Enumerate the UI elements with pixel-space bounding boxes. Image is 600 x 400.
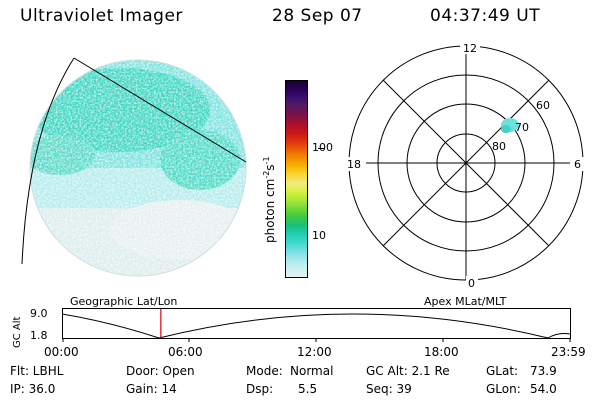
uv-image-panel bbox=[21, 57, 247, 277]
x-tick-1200: 12:00 bbox=[297, 345, 332, 359]
ip-info: IP: 36.0 bbox=[10, 382, 56, 396]
app-title: Ultraviolet Imager bbox=[20, 6, 183, 26]
unit-mid: s bbox=[263, 164, 277, 171]
glon-label: GLon: bbox=[486, 382, 521, 396]
unit-text: photon cm bbox=[263, 178, 277, 243]
mlt-label-12: 12 bbox=[463, 42, 477, 55]
dsp-label: Dsp: bbox=[246, 382, 274, 396]
meridian-diag-2 bbox=[382, 79, 550, 247]
altitude-curve bbox=[62, 313, 571, 339]
gc-alt-info: GC Alt: 2.1 Re bbox=[366, 364, 450, 378]
door-info: Door: Open bbox=[126, 364, 195, 378]
terminator-line bbox=[73, 57, 247, 163]
mlt-label-18: 18 bbox=[347, 158, 361, 171]
polar-mlt-plot: 12 18 6 0 60 70 80 bbox=[344, 40, 584, 290]
glat-value: 73.9 bbox=[530, 364, 557, 378]
dsp-value: 5.5 bbox=[298, 382, 318, 396]
mode-value: Normal bbox=[290, 364, 334, 378]
limb-line bbox=[21, 57, 75, 265]
mlt-label-0: 0 bbox=[468, 277, 475, 290]
lat-label-70: 70 bbox=[515, 121, 529, 134]
filter-info: Flt: LBHL bbox=[10, 364, 64, 378]
auroral-spot-core bbox=[501, 125, 511, 133]
unit-exp-1: -2 bbox=[262, 170, 271, 179]
lat-label-80: 80 bbox=[492, 140, 506, 153]
y-tick-9: 9.0 bbox=[30, 307, 48, 320]
apex-label: Apex MLat/MLT bbox=[424, 295, 507, 308]
gc-alt-axis-label: GC Alt bbox=[12, 316, 23, 348]
colorbar-tick-mark bbox=[318, 148, 324, 149]
seq-info: Seq: 39 bbox=[366, 382, 412, 396]
mlt-label-6: 6 bbox=[574, 158, 581, 171]
earth-disk-edge bbox=[29, 59, 247, 277]
x-tick-2359: 23:59 bbox=[551, 345, 586, 359]
x-tick-0000: 00:00 bbox=[44, 345, 79, 359]
colorbar-tick-100: 100 bbox=[312, 141, 333, 154]
unit-exp-2: -1 bbox=[262, 156, 271, 165]
glon-value: 54.0 bbox=[530, 382, 557, 396]
x-tick-0600: 06:00 bbox=[168, 345, 203, 359]
orbit-timeline bbox=[62, 308, 571, 342]
lat-label-60: 60 bbox=[536, 99, 550, 112]
time-label: 04:37:49 UT bbox=[430, 6, 541, 26]
colorbar-unit-label: photon cm-2s-1 bbox=[262, 156, 277, 243]
gain-info: Gain: 14 bbox=[126, 382, 177, 396]
mode-label: Mode: bbox=[246, 364, 283, 378]
y-tick-1-8: 1.8 bbox=[30, 329, 48, 342]
geographic-label: Geographic Lat/Lon bbox=[70, 295, 178, 308]
color-bar bbox=[285, 80, 308, 278]
uv-auroral-image bbox=[30, 60, 246, 276]
glat-label: GLat: bbox=[486, 364, 519, 378]
date-label: 28 Sep 07 bbox=[272, 6, 363, 26]
x-tick-1800: 18:00 bbox=[424, 345, 459, 359]
colorbar-tick-10: 10 bbox=[312, 229, 326, 242]
